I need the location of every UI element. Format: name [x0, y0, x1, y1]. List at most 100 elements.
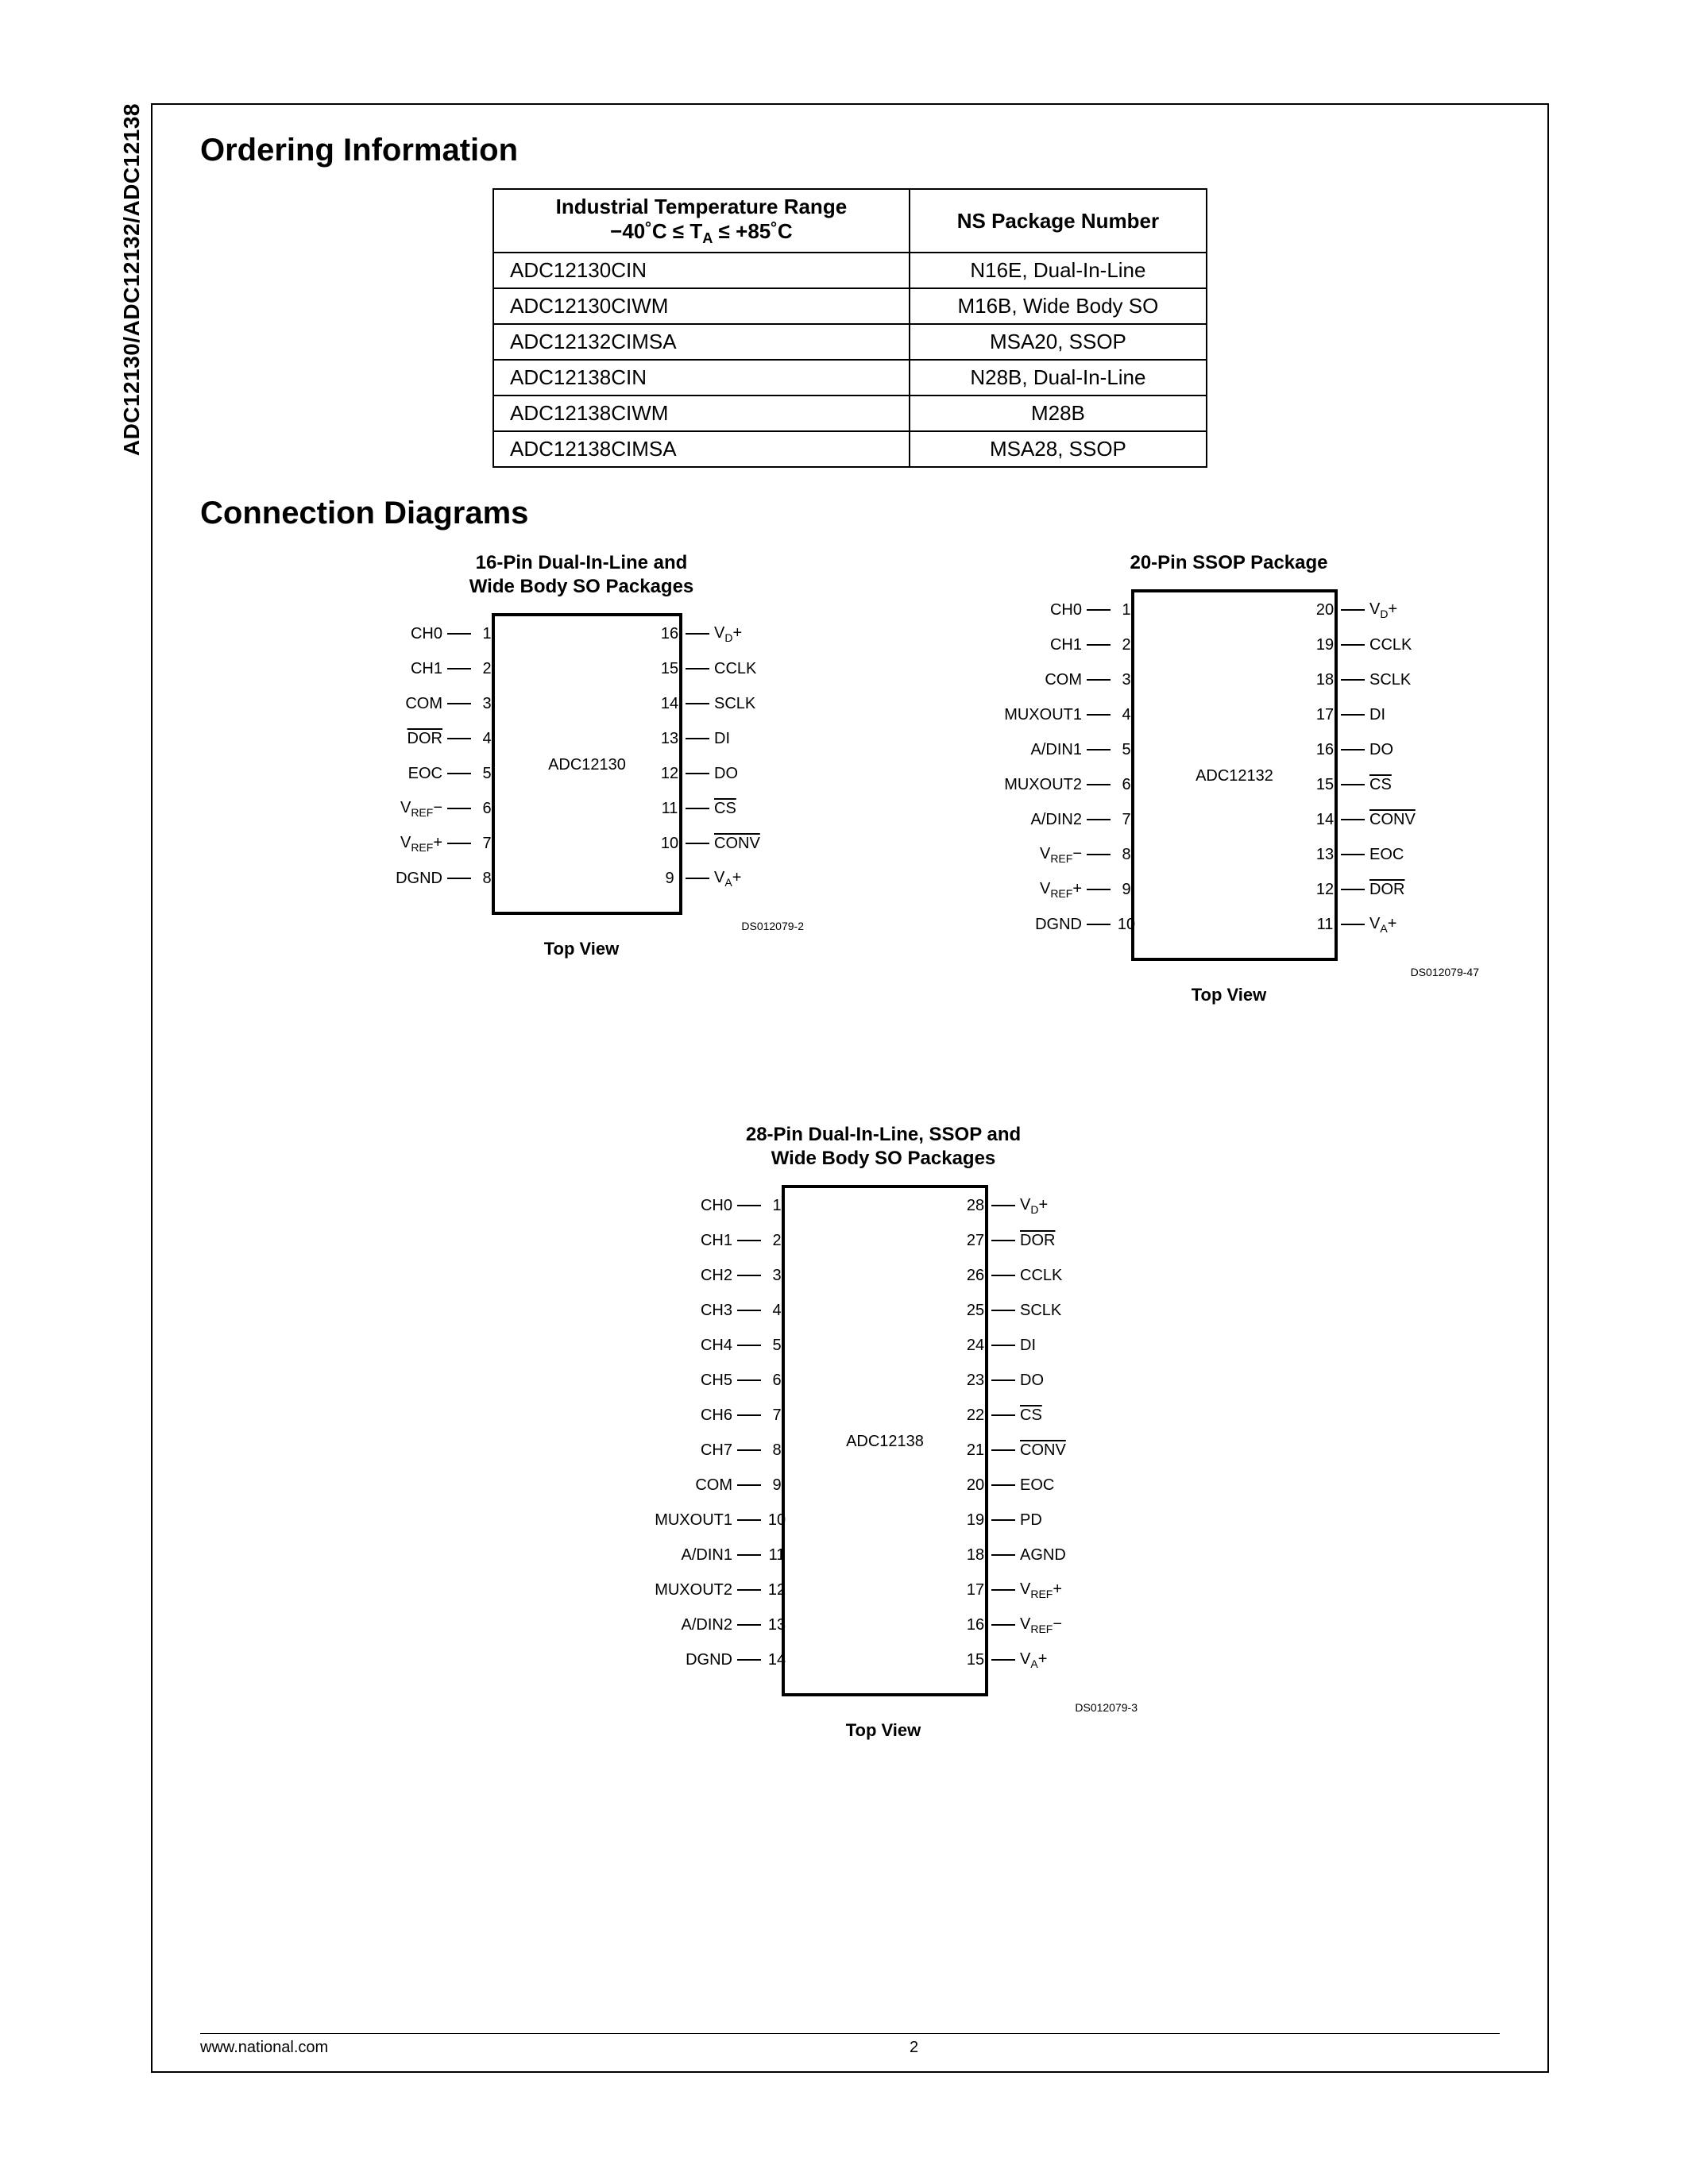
pinout-20pin: 20-Pin SSOP PackageADC12132CH01CH12COM3M… — [979, 551, 1479, 1005]
pin-number: 4 — [476, 730, 498, 748]
pin-wire — [686, 843, 709, 844]
table-row: ADC12138CIWMM28B — [493, 396, 1207, 431]
pin-wire — [737, 1484, 761, 1486]
footer-url: www.national.com — [200, 2039, 328, 2057]
pin-number: 3 — [766, 1267, 788, 1285]
pin-wire — [991, 1554, 1015, 1556]
order-part-cell: ADC12138CIWM — [493, 396, 910, 431]
order-pkg-cell: N16E, Dual-In-Line — [910, 253, 1207, 288]
pin-left: MUXOUT26 — [979, 775, 1157, 794]
pin-number: 14 — [1314, 811, 1336, 829]
pin-label: DOR — [1020, 1232, 1103, 1250]
pin-wire — [447, 808, 471, 809]
pin-label: EOC — [1020, 1476, 1103, 1495]
pin-label: VREF− — [1020, 1615, 1103, 1635]
pin-label: CCLK — [1020, 1267, 1103, 1285]
pin-number: 15 — [1314, 776, 1336, 794]
pin-wire — [737, 1449, 761, 1451]
pin-label: CH0 — [979, 601, 1082, 619]
pin-wire — [737, 1240, 761, 1241]
ds-code: DS012079-3 — [1075, 1701, 1138, 1714]
pin-number: 16 — [659, 625, 681, 643]
pin-wire — [1087, 784, 1111, 785]
pin-number: 11 — [766, 1546, 788, 1565]
pin-number: 8 — [1115, 846, 1138, 864]
ds-code: DS012079-47 — [1411, 966, 1479, 978]
pin-right: 11CS — [659, 799, 798, 818]
table-row: ADC12138CINN28B, Dual-In-Line — [493, 360, 1207, 396]
pin-label: DO — [1020, 1372, 1103, 1390]
pin-left: CH12 — [629, 1231, 807, 1250]
pin-wire — [737, 1624, 761, 1626]
pin-number: 3 — [1115, 671, 1138, 689]
pin-label: DO — [1369, 741, 1453, 759]
pin-number: 13 — [659, 730, 681, 748]
pin-label: CH2 — [629, 1267, 732, 1285]
table-row: ADC12130CINN16E, Dual-In-Line — [493, 253, 1207, 288]
pin-left: VREF− 8 — [979, 845, 1157, 864]
pin-left: CH12 — [979, 635, 1157, 654]
pin-label: DI — [1020, 1337, 1103, 1355]
pin-wire — [1341, 679, 1365, 681]
order-th-range: Industrial Temperature Range −40˚C ≤ TA … — [493, 189, 910, 253]
order-part-cell: ADC12130CIWM — [493, 288, 910, 324]
pin-label: VD+ — [714, 624, 798, 644]
pin-wire — [991, 1345, 1015, 1346]
pin-right: 13DI — [659, 729, 798, 748]
pin-number: 17 — [1314, 706, 1336, 724]
pin-number: 27 — [964, 1232, 987, 1250]
pin-wire — [1341, 784, 1365, 785]
chip-diagram: ADC12130CH01CH12COM3DOR4EOC5VREF−6VREF+7… — [359, 613, 804, 931]
pin-label: DI — [1369, 706, 1453, 724]
pin-label: CONV — [714, 835, 798, 853]
table-row: ADC12138CIMSAMSA28, SSOP — [493, 431, 1207, 467]
pin-label: DGND — [629, 1651, 732, 1669]
pin-wire — [1087, 889, 1111, 890]
pin-label: MUXOUT2 — [979, 776, 1082, 794]
pin-label: CH1 — [629, 1232, 732, 1250]
pin-number: 19 — [1314, 636, 1336, 654]
pin-wire — [1341, 609, 1365, 611]
pin-wire — [1341, 889, 1365, 890]
pin-right: 15 CS — [1314, 775, 1453, 794]
pin-wire — [447, 843, 471, 844]
pin-wire — [737, 1554, 761, 1556]
pin-wire — [737, 1519, 761, 1521]
pin-right: 19CCLK — [1314, 635, 1453, 654]
top-view-label: Top View — [629, 1720, 1138, 1741]
pin-label: MUXOUT2 — [629, 1581, 732, 1599]
pin-wire — [686, 738, 709, 739]
pin-number: 14 — [766, 1651, 788, 1669]
pin-right: 25SCLK — [964, 1301, 1103, 1320]
pin-right: 28VD+ — [964, 1196, 1103, 1215]
pin-number: 1 — [766, 1197, 788, 1215]
pin-label: SCLK — [1020, 1302, 1103, 1320]
pin-wire — [1341, 644, 1365, 646]
pin-right: 9VA+ — [659, 869, 798, 888]
pin-number: 12 — [659, 765, 681, 783]
pin-wire — [737, 1275, 761, 1276]
pin-label: CH4 — [629, 1337, 732, 1355]
pin-right: 20VD+ — [1314, 600, 1453, 619]
pin-left: CH78 — [629, 1441, 807, 1460]
pin-label: VREF− — [979, 845, 1082, 865]
pin-number: 9 — [1115, 881, 1138, 899]
pin-wire — [991, 1379, 1015, 1381]
pin-wire — [1087, 924, 1111, 925]
order-pkg-cell: N28B, Dual-In-Line — [910, 360, 1207, 396]
pin-wire — [1341, 714, 1365, 716]
pin-left: A/DIN111 — [629, 1545, 807, 1565]
pin-wire — [686, 668, 709, 669]
footer: www.national.com 2 — [200, 2033, 1500, 2057]
pin-label: VD+ — [1369, 600, 1453, 620]
pin-number: 6 — [766, 1372, 788, 1390]
pin-label: CS — [1020, 1406, 1103, 1425]
footer-page-number: 2 — [200, 2039, 1500, 2057]
pin-label: SCLK — [1369, 671, 1453, 689]
pin-number: 15 — [964, 1651, 987, 1669]
pin-wire — [1341, 924, 1365, 925]
pin-number: 17 — [964, 1581, 987, 1599]
pin-label: CS — [1369, 776, 1453, 794]
chip-diagram: ADC12138CH01CH12CH23CH34CH45CH56CH67CH78… — [629, 1185, 1138, 1712]
pin-wire — [447, 878, 471, 879]
